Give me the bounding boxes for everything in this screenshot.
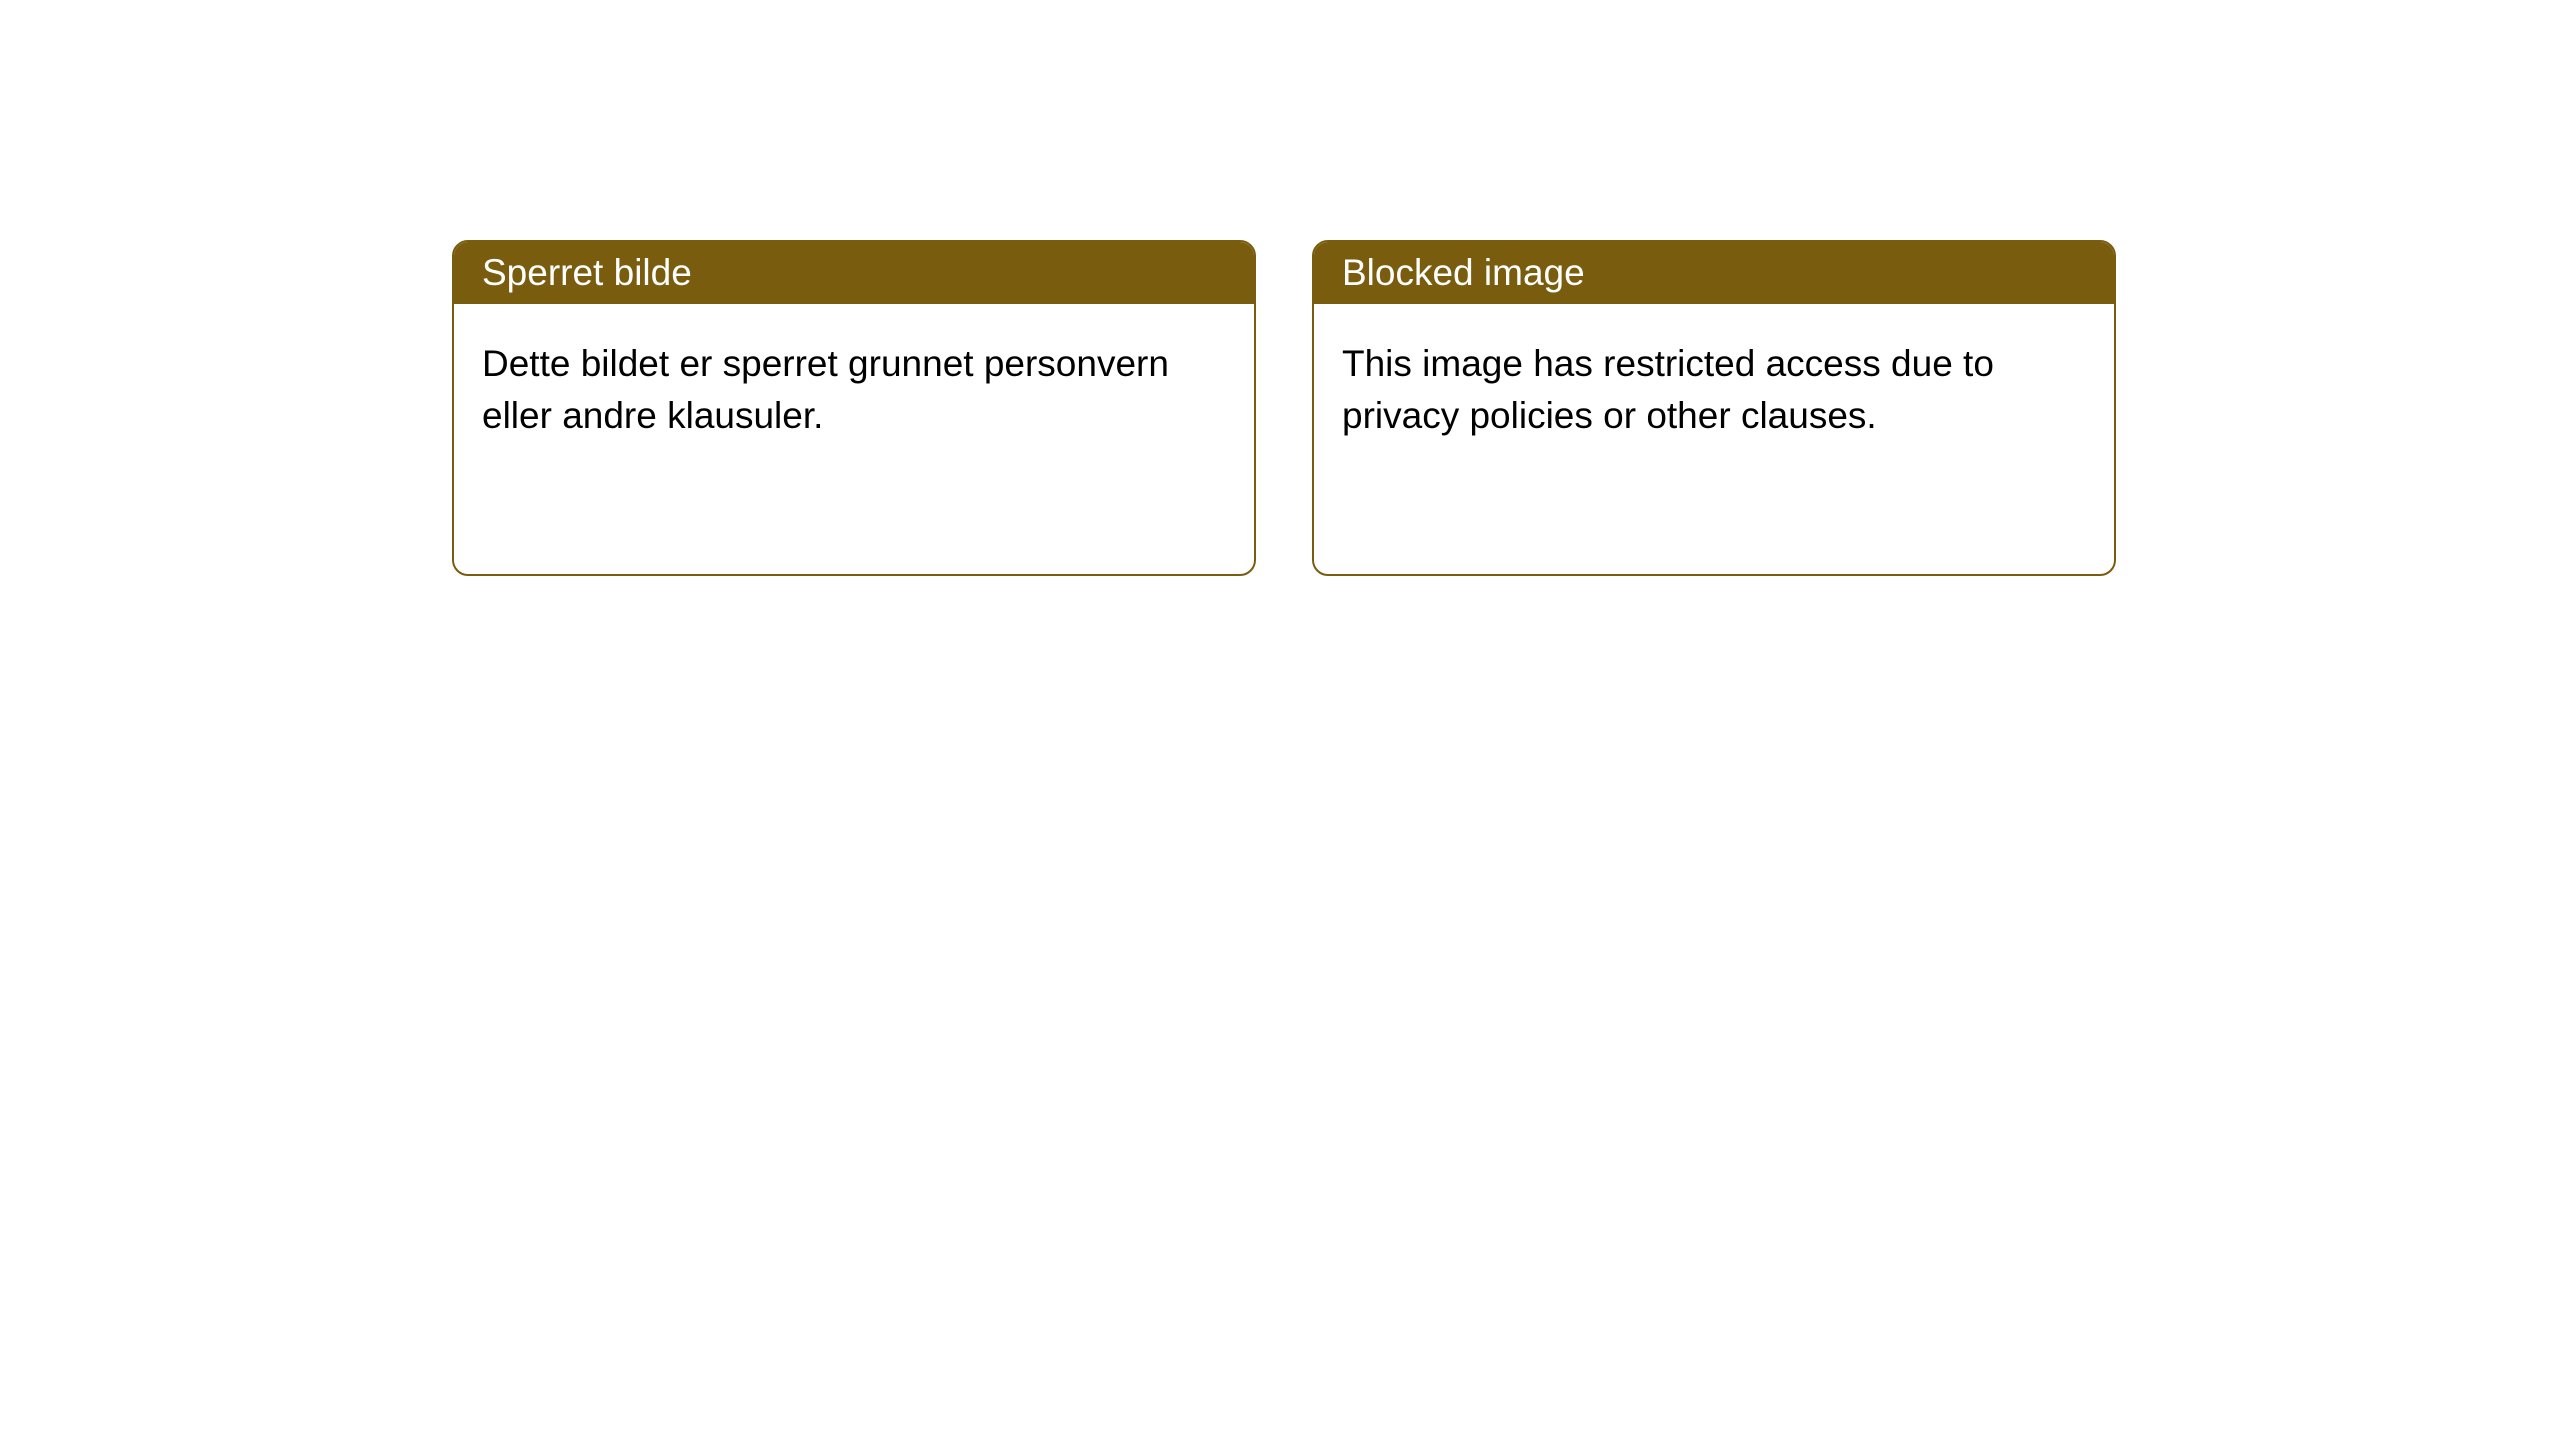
notice-card-container: Sperret bilde Dette bildet er sperret gr… (0, 0, 2560, 576)
card-body: Dette bildet er sperret grunnet personve… (454, 304, 1254, 476)
card-header: Sperret bilde (454, 242, 1254, 304)
card-title: Sperret bilde (482, 252, 692, 293)
card-body: This image has restricted access due to … (1314, 304, 2114, 476)
card-title: Blocked image (1342, 252, 1585, 293)
notice-card-english: Blocked image This image has restricted … (1312, 240, 2116, 576)
card-body-text: This image has restricted access due to … (1342, 343, 1994, 436)
card-header: Blocked image (1314, 242, 2114, 304)
card-body-text: Dette bildet er sperret grunnet personve… (482, 343, 1169, 436)
notice-card-norwegian: Sperret bilde Dette bildet er sperret gr… (452, 240, 1256, 576)
